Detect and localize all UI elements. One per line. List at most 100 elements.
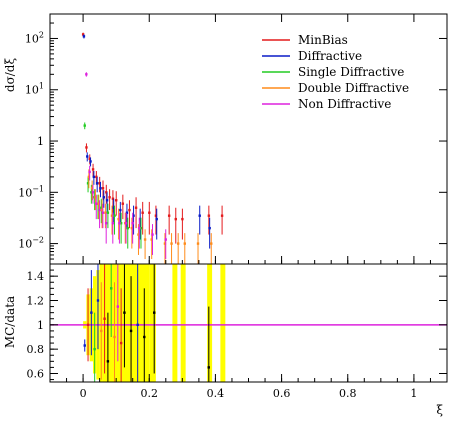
upper-data-marks bbox=[81, 32, 224, 264]
ratio-point bbox=[153, 311, 156, 314]
data-point bbox=[108, 196, 111, 199]
data-point bbox=[88, 170, 91, 174]
x-tick-label: 0 bbox=[80, 387, 87, 400]
data-point bbox=[90, 187, 94, 190]
data-point bbox=[105, 191, 108, 194]
data-point bbox=[111, 197, 115, 200]
series-non-diffractive bbox=[85, 72, 167, 260]
upper-y-tick-label: 10−2 bbox=[18, 236, 44, 251]
data-point bbox=[125, 211, 129, 214]
x-axis: 0 0.2 0.4 0.6 0.8 1 bbox=[49, 374, 448, 400]
uncertainty-band-segment bbox=[102, 264, 150, 382]
data-point bbox=[85, 73, 88, 76]
data-point bbox=[121, 202, 125, 205]
x-tick-label: 1 bbox=[410, 387, 417, 400]
data-point bbox=[102, 196, 105, 199]
upper-y-tick-label: 102 bbox=[25, 30, 44, 45]
upper-x-ticks bbox=[49, 14, 448, 264]
ratio-point bbox=[103, 317, 106, 320]
ratio-point bbox=[100, 329, 103, 333]
data-point bbox=[112, 206, 115, 209]
data-point bbox=[91, 191, 95, 194]
data-point bbox=[86, 155, 89, 158]
data-point bbox=[163, 242, 167, 245]
ratio-point bbox=[113, 335, 116, 339]
data-point bbox=[138, 217, 142, 221]
data-point bbox=[132, 214, 135, 217]
data-point bbox=[101, 211, 105, 214]
lower-y-axis-label: MC/data bbox=[3, 296, 17, 348]
ratio-point bbox=[136, 323, 139, 327]
upper-y-tick-label: 1 bbox=[37, 135, 44, 148]
lower-y-tick-label: 1.2 bbox=[27, 294, 45, 307]
data-point bbox=[92, 175, 96, 179]
upper-frame bbox=[49, 13, 448, 265]
data-point bbox=[105, 199, 109, 202]
data-point bbox=[126, 226, 129, 230]
data-point bbox=[155, 217, 158, 221]
lower-y-tick-label: 1 bbox=[37, 319, 44, 332]
ratio-point bbox=[143, 335, 146, 339]
x-tick-label: 0.4 bbox=[207, 387, 225, 400]
legend-label: Diffractive bbox=[298, 49, 362, 63]
data-point bbox=[131, 221, 134, 225]
upper-y-axis-label: dσ/dξ bbox=[3, 58, 17, 93]
data-point bbox=[104, 211, 107, 214]
data-point bbox=[196, 242, 200, 245]
uncertainty-band-segment bbox=[220, 264, 226, 382]
data-point bbox=[128, 208, 131, 212]
upper-panel: 10−2 10−1 1 101 102 dσ/dξ MinBias Diffractive… bbox=[3, 13, 448, 265]
legend-label: Double Diffractive bbox=[298, 81, 409, 95]
data-point bbox=[134, 206, 138, 209]
data-point bbox=[88, 157, 91, 161]
data-point bbox=[198, 214, 201, 217]
lower-y-axis: 0.6 0.8 1 1.2 1.4 bbox=[27, 269, 447, 380]
data-point bbox=[95, 182, 99, 185]
data-point bbox=[82, 35, 86, 38]
data-point bbox=[118, 221, 121, 225]
x-tick-label: 0.6 bbox=[273, 387, 291, 400]
data-point bbox=[148, 211, 151, 214]
data-point bbox=[100, 208, 104, 212]
data-point bbox=[94, 196, 97, 199]
x-axis-label: ξ bbox=[436, 403, 443, 417]
data-point bbox=[97, 202, 100, 205]
data-point bbox=[181, 217, 184, 221]
data-point bbox=[138, 226, 141, 230]
ratio-point bbox=[93, 347, 96, 351]
data-point bbox=[207, 214, 211, 217]
data-point bbox=[137, 233, 140, 236]
data-point bbox=[141, 211, 144, 214]
data-point bbox=[91, 168, 95, 171]
data-point bbox=[100, 206, 103, 209]
ratio-point bbox=[106, 360, 110, 363]
series-single-diffractive bbox=[83, 122, 143, 249]
data-point bbox=[150, 238, 153, 241]
data-point bbox=[110, 214, 114, 217]
ratio-point bbox=[90, 311, 93, 314]
ratio-point bbox=[110, 287, 113, 290]
data-point bbox=[104, 221, 108, 225]
data-point bbox=[117, 217, 120, 221]
data-point bbox=[154, 214, 158, 217]
lower-y-tick-label: 1.4 bbox=[27, 270, 45, 283]
data-point bbox=[220, 214, 224, 217]
data-point bbox=[83, 124, 86, 127]
data-point bbox=[167, 214, 171, 217]
legend: MinBias Diffractive Single Diffractive Doub… bbox=[262, 33, 409, 111]
series-diffractive bbox=[82, 34, 211, 249]
uncertainty-band-segment bbox=[207, 264, 213, 382]
legend-label: Non Diffractive bbox=[298, 97, 391, 111]
data-point bbox=[98, 208, 101, 212]
ratio-point bbox=[86, 323, 90, 327]
uncertainty-band-segment bbox=[149, 264, 156, 382]
data-point bbox=[164, 238, 167, 241]
data-point bbox=[151, 233, 154, 236]
x-tick-label: 0.8 bbox=[339, 387, 357, 400]
series-minbias bbox=[81, 32, 224, 244]
data-point bbox=[99, 187, 102, 190]
data-point bbox=[124, 221, 128, 225]
data-point bbox=[210, 242, 213, 245]
data-point bbox=[101, 187, 105, 190]
